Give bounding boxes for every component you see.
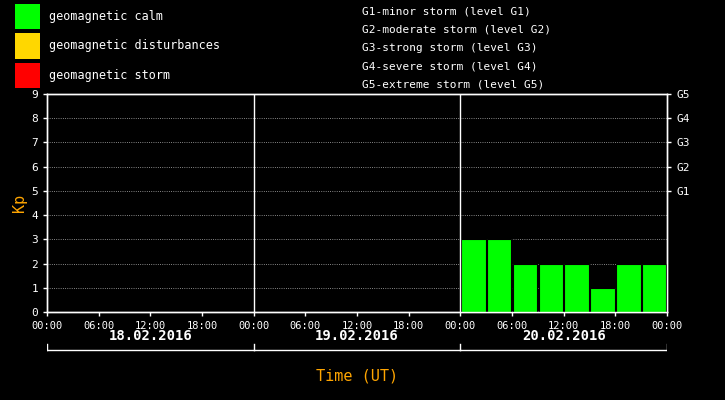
Text: geomagnetic storm: geomagnetic storm: [49, 69, 170, 82]
Text: Time (UT): Time (UT): [316, 368, 398, 384]
Bar: [487, 239, 511, 312]
Bar: [513, 264, 537, 312]
Text: G4-severe storm (level G4): G4-severe storm (level G4): [362, 61, 538, 71]
Text: 20.02.2016: 20.02.2016: [522, 330, 605, 343]
FancyBboxPatch shape: [14, 4, 40, 30]
Text: G5-extreme storm (level G5): G5-extreme storm (level G5): [362, 80, 544, 90]
FancyBboxPatch shape: [14, 62, 40, 88]
Text: G2-moderate storm (level G2): G2-moderate storm (level G2): [362, 24, 552, 34]
Bar: [461, 239, 486, 312]
Bar: [590, 288, 615, 312]
FancyBboxPatch shape: [14, 33, 40, 59]
Text: G3-strong storm (level G3): G3-strong storm (level G3): [362, 43, 538, 53]
Text: 19.02.2016: 19.02.2016: [315, 330, 399, 343]
Bar: [564, 264, 589, 312]
Bar: [539, 264, 563, 312]
Text: geomagnetic calm: geomagnetic calm: [49, 10, 163, 23]
Text: geomagnetic disturbances: geomagnetic disturbances: [49, 40, 220, 52]
Bar: [642, 264, 666, 312]
Text: 18.02.2016: 18.02.2016: [109, 330, 192, 343]
Text: G1-minor storm (level G1): G1-minor storm (level G1): [362, 6, 531, 16]
Y-axis label: Kp: Kp: [12, 194, 27, 212]
Bar: [616, 264, 640, 312]
